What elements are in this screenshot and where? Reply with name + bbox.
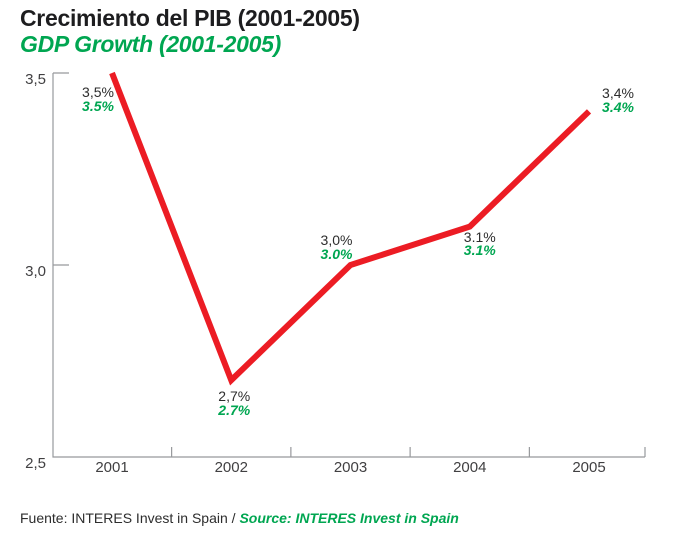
x-axis-year-label: 2004: [453, 459, 487, 476]
x-axis-year-label: 2002: [214, 459, 248, 476]
chart-title-spanish: Crecimiento del PIB (2001-2005): [20, 5, 360, 31]
y-axis-tick-label: 3,0: [25, 263, 46, 280]
point-value-english: 2.7%: [218, 401, 251, 418]
gdp-growth-line: [109, 71, 592, 386]
point-value-english: 3.0%: [320, 245, 353, 262]
point-label-2005: 3,4% 3.4%: [578, 87, 658, 114]
point-value-spanish: 3,5%: [82, 84, 114, 100]
y-axis-tick-label: 3,5: [25, 71, 46, 88]
point-value-english: 3.5%: [82, 97, 114, 114]
x-axis-year-label: 2005: [572, 459, 606, 476]
x-axis-year-label: 2001: [95, 459, 129, 476]
source-note: Fuente: INTERES Invest in Spain / Source…: [20, 510, 459, 526]
point-value-english: 3.4%: [602, 98, 634, 115]
point-value-english: 3.1%: [463, 242, 496, 259]
point-value-spanish: 2,7%: [218, 388, 251, 405]
x-axis-year-label: 2003: [333, 459, 368, 476]
y-axis-tick-label: 2,5: [25, 455, 46, 472]
point-label-2003: 3,0% 3.0%: [297, 232, 377, 262]
point-value-spanish: 3,4%: [602, 85, 634, 102]
source-text-spanish: Fuente: INTERES Invest in Spain /: [20, 510, 240, 526]
point-label-2004: 3.1% 3.1%: [440, 228, 520, 259]
source-text-english: Source: INTERES Invest in Spain: [239, 510, 459, 526]
chart-axes: [52, 72, 646, 458]
point-label-2001: 3,5% 3.5%: [58, 84, 138, 114]
chart-title-english: GDP Growth (2001-2005): [20, 31, 281, 57]
point-label-2002: 2,7% 2.7%: [194, 388, 274, 418]
point-value-spanish: 3,0%: [320, 232, 353, 248]
point-value-spanish: 3.1%: [463, 228, 496, 245]
